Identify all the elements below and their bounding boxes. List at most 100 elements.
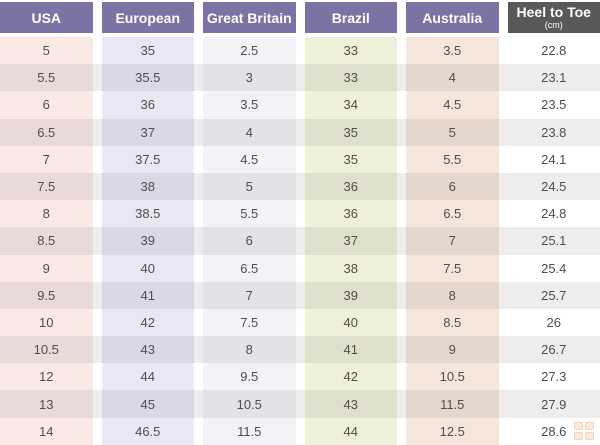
cell-brazil: 43 (304, 390, 397, 418)
cell-heel-to-toe: 27.3 (507, 363, 600, 391)
cell-heel-to-toe: 24.1 (507, 145, 600, 173)
cell-european: 37.5 (101, 145, 194, 173)
cell-heel-to-toe: 22.8 (507, 37, 600, 65)
column-header-australia: Australia (406, 2, 499, 33)
cell-usa: 8.5 (0, 227, 93, 255)
cell-brazil: 39 (304, 281, 397, 309)
table-body: 5 35 2.5 33 3.5 22.8 5.5 35.5 3 33 4 23.… (0, 37, 600, 445)
cell-usa: 5 (0, 37, 93, 65)
cell-great-britain: 7 (203, 281, 296, 309)
cell-brazil: 35 (304, 145, 397, 173)
table-row: 13 45 10.5 43 11.5 27.9 (0, 390, 600, 418)
cell-great-britain: 8 (203, 336, 296, 364)
cell-heel-to-toe: 25.7 (507, 281, 600, 309)
cell-great-britain: 6 (203, 227, 296, 255)
cell-european: 43 (101, 336, 194, 364)
table-row: 12 44 9.5 42 10.5 27.3 (0, 363, 600, 391)
cell-usa: 7 (0, 145, 93, 173)
cell-heel-to-toe: 23.5 (507, 91, 600, 119)
cell-usa: 9.5 (0, 281, 93, 309)
cell-european: 38 (101, 172, 194, 201)
cell-usa: 13 (0, 390, 93, 418)
cell-european: 40 (101, 254, 194, 282)
cell-usa: 12 (0, 363, 93, 391)
cell-brazil: 33 (304, 64, 397, 92)
cell-european: 35 (101, 37, 194, 65)
cell-great-britain: 2.5 (203, 37, 296, 65)
table-row: 8.5 39 6 37 7 25.1 (0, 227, 600, 255)
cell-australia: 5 (406, 118, 499, 146)
grid-logo-square (585, 422, 594, 430)
column-header-unit: (cm) (544, 19, 563, 30)
cell-australia: 12.5 (406, 417, 499, 445)
cell-brazil: 38 (304, 254, 397, 282)
table-row: 6 36 3.5 34 4.5 23.5 (0, 91, 600, 119)
cell-european: 45 (101, 390, 194, 418)
table-row: 10.5 43 8 41 9 26.7 (0, 336, 600, 364)
cell-great-britain: 5.5 (203, 200, 296, 228)
cell-heel-to-toe: 24.5 (507, 172, 600, 201)
cell-usa: 14 (0, 417, 93, 445)
cell-heel-to-toe: 28.6 (507, 417, 600, 445)
cell-heel-to-toe: 27.9 (507, 390, 600, 418)
cell-heel-to-toe: 24.8 (507, 200, 600, 228)
cell-usa: 8 (0, 200, 93, 228)
cell-european: 42 (101, 308, 194, 337)
cell-brazil: 34 (304, 91, 397, 119)
cell-australia: 5.5 (406, 145, 499, 173)
cell-brazil: 42 (304, 363, 397, 391)
cell-usa: 7.5 (0, 172, 93, 201)
table-header-row: USA European Great Britain Brazil Austra… (0, 0, 600, 33)
column-header-brazil: Brazil (304, 2, 397, 33)
column-header-heel-to-toe: Heel to Toe (cm) (507, 2, 600, 33)
cell-australia: 7 (406, 227, 499, 255)
cell-usa: 10.5 (0, 336, 93, 364)
cell-european: 36 (101, 91, 194, 119)
cell-brazil: 33 (304, 37, 397, 65)
cell-australia: 4 (406, 64, 499, 92)
grid-logo-square (574, 432, 583, 440)
table-row: 7 37.5 4.5 35 5.5 24.1 (0, 145, 600, 173)
cell-european: 44 (101, 363, 194, 391)
cell-european: 37 (101, 118, 194, 146)
column-header-great-britain: Great Britain (203, 2, 296, 33)
table-row: 7.5 38 5 36 6 24.5 (0, 172, 600, 201)
cell-great-britain: 6.5 (203, 254, 296, 282)
cell-australia: 7.5 (406, 254, 499, 282)
table-row: 9.5 41 7 39 8 25.7 (0, 281, 600, 309)
cell-brazil: 36 (304, 172, 397, 201)
table-row: 5.5 35.5 3 33 4 23.1 (0, 64, 600, 92)
table-row: 8 38.5 5.5 36 6.5 24.8 (0, 200, 600, 228)
column-header-heel-to-toe-label: Heel to Toe (516, 3, 591, 20)
cell-brazil: 36 (304, 200, 397, 228)
cell-heel-to-toe: 26.7 (507, 336, 600, 364)
cell-european: 39 (101, 227, 194, 255)
table-row: 14 46.5 11.5 44 12.5 28.6 (0, 417, 600, 445)
cell-brazil: 40 (304, 308, 397, 337)
cell-heel-to-toe: 25.4 (507, 254, 600, 282)
grid-logo-icon (574, 422, 596, 442)
cell-brazil: 41 (304, 336, 397, 364)
cell-heel-to-toe: 26 (507, 308, 600, 337)
table-row: 10 42 7.5 40 8.5 26 (0, 308, 600, 337)
cell-usa: 10 (0, 308, 93, 337)
cell-great-britain: 3.5 (203, 91, 296, 119)
column-header-european: European (101, 2, 194, 33)
cell-european: 38.5 (101, 200, 194, 228)
cell-great-britain: 9.5 (203, 363, 296, 391)
cell-australia: 6.5 (406, 200, 499, 228)
cell-great-britain: 11.5 (203, 417, 296, 445)
cell-heel-to-toe: 23.8 (507, 118, 600, 146)
cell-heel-to-toe: 23.1 (507, 64, 600, 92)
table-row: 9 40 6.5 38 7.5 25.4 (0, 254, 600, 282)
table-row: 5 35 2.5 33 3.5 22.8 (0, 37, 600, 65)
cell-brazil: 37 (304, 227, 397, 255)
cell-australia: 6 (406, 172, 499, 201)
cell-usa: 9 (0, 254, 93, 282)
cell-european: 35.5 (101, 64, 194, 92)
cell-great-britain: 3 (203, 64, 296, 92)
cell-australia: 8 (406, 281, 499, 309)
cell-great-britain: 5 (203, 172, 296, 201)
grid-logo-square (574, 422, 583, 430)
cell-european: 41 (101, 281, 194, 309)
